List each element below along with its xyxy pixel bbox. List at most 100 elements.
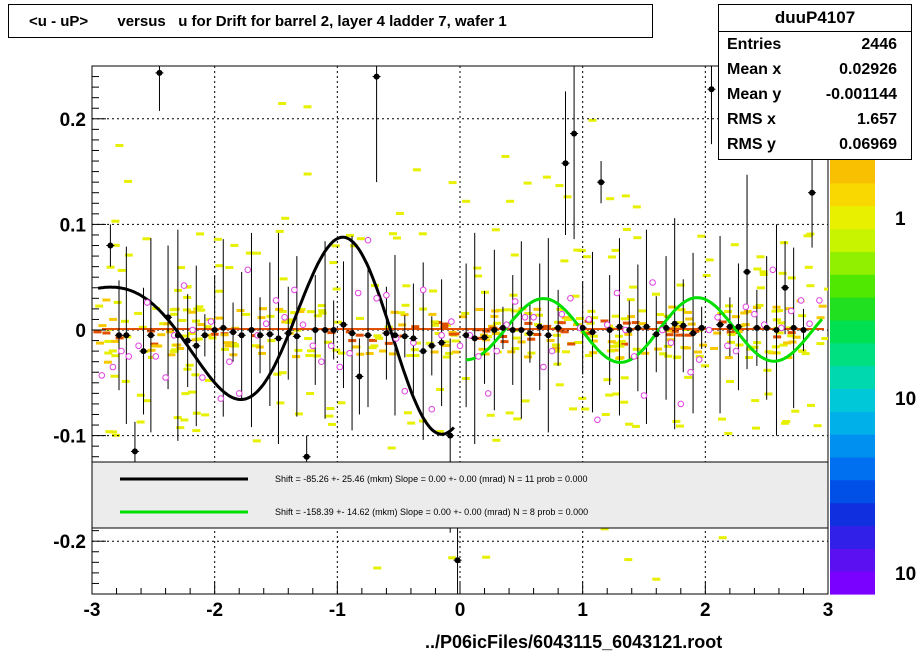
- mean-point: [165, 314, 172, 321]
- hist-cell: [505, 411, 514, 415]
- hist-cell: [279, 277, 288, 281]
- hist-cell: [102, 331, 111, 335]
- hist-cell: [782, 420, 791, 423]
- profile-point: [677, 400, 685, 408]
- hist-cell: [356, 316, 364, 320]
- hist-cell: [397, 311, 406, 315]
- fit-legend: Shift = -85.26 +- 25.46 (mkm) Slope = 0.…: [91, 461, 829, 529]
- hist-cell: [275, 229, 284, 233]
- hist-cell: [307, 349, 315, 353]
- hist-cell: [804, 265, 813, 269]
- hist-cell: [589, 351, 598, 355]
- hist-cell: [451, 350, 460, 354]
- hist-cell: [724, 356, 733, 360]
- mean-point: [589, 329, 596, 336]
- hist-cell: [159, 322, 168, 326]
- hist-cell: [93, 330, 102, 334]
- hist-cell: [306, 310, 315, 314]
- hist-cell: [511, 309, 519, 313]
- hist-cell: [513, 417, 522, 421]
- hist-cell: [682, 346, 691, 350]
- hist-cell: [620, 342, 629, 346]
- colorbar-segment: [830, 548, 875, 572]
- hist-cell: [492, 438, 501, 442]
- hist-cell: [701, 364, 710, 368]
- mean-point: [356, 373, 363, 380]
- hist-cell: [313, 314, 322, 318]
- hist-cell: [543, 324, 552, 328]
- profile-point: [456, 342, 464, 350]
- profile-point: [336, 363, 344, 371]
- profile-point: [281, 314, 288, 321]
- x-tick-label: -2: [206, 600, 223, 621]
- hist-cell: [672, 419, 681, 423]
- hist-cell: [151, 344, 160, 348]
- hist-cell: [169, 308, 178, 312]
- hist-cell: [553, 333, 561, 337]
- hist-cell: [496, 308, 505, 312]
- mean-point: [471, 335, 478, 342]
- hist-cell: [230, 243, 239, 247]
- mean-point: [717, 321, 724, 328]
- hist-cell: [259, 307, 267, 311]
- hist-cell: [462, 199, 471, 203]
- mean-point: [156, 69, 163, 76]
- colorbar-label: 10: [895, 389, 916, 410]
- hist-cell: [718, 417, 726, 421]
- hist-cell: [535, 313, 543, 317]
- hist-cell: [418, 232, 427, 236]
- stats-key: Mean x: [727, 61, 782, 78]
- mean-point: [698, 324, 705, 331]
- mean-point: [230, 329, 237, 336]
- hist-cell: [759, 270, 768, 274]
- mean-point: [726, 323, 733, 330]
- x-tick-label: 0: [455, 600, 466, 621]
- hist-cell: [506, 199, 515, 203]
- hist-cell: [806, 284, 815, 288]
- hist-cell: [290, 311, 299, 315]
- mean-point: [481, 334, 488, 341]
- mean-point: [790, 324, 797, 331]
- hist-cell: [620, 400, 629, 404]
- stats-key: RMS y: [727, 136, 776, 153]
- profile-point: [354, 289, 362, 297]
- hist-cell: [632, 205, 641, 209]
- hist-cell: [631, 424, 640, 428]
- legend-text: Shift = -85.26 +- 25.46 (mkm) Slope = 0.…: [275, 474, 588, 484]
- mean-point: [680, 322, 687, 329]
- hist-cell: [109, 317, 118, 321]
- hist-cell: [284, 320, 293, 324]
- hist-cell: [552, 346, 561, 350]
- hist-cell: [571, 294, 580, 298]
- hist-cell: [196, 232, 205, 236]
- colorbar-label: 10: [895, 564, 916, 585]
- profile-point: [226, 358, 233, 366]
- stats-box: duuP4107 Entries 2446 Mean x 0.02926 Mea…: [718, 4, 912, 160]
- hist-cell: [792, 335, 801, 339]
- hist-cell: [412, 168, 421, 172]
- mean-point: [275, 335, 282, 342]
- color-scale: 1 10 10: [830, 160, 916, 595]
- hist-cell: [478, 347, 487, 351]
- colorbar-segment: [830, 319, 875, 344]
- hist-cell: [178, 318, 187, 322]
- colorbar-segment: [830, 502, 875, 526]
- hist-cell: [491, 309, 500, 313]
- mean-point: [735, 323, 742, 330]
- hist-cell: [459, 315, 467, 319]
- hist-cell: [775, 331, 784, 335]
- hist-cell: [215, 264, 224, 268]
- hist-cell: [600, 527, 609, 531]
- hist-cell: [294, 348, 303, 352]
- mean-point: [809, 189, 816, 196]
- hist-cell: [512, 336, 521, 340]
- hist-cell: [245, 251, 254, 255]
- hist-cell: [727, 333, 736, 336]
- hist-cell: [613, 341, 622, 345]
- hist-cell: [373, 566, 382, 570]
- hist-cell: [488, 324, 496, 328]
- x-tick-label: 2: [700, 600, 711, 621]
- profile-point: [207, 318, 215, 325]
- hist-cell: [117, 268, 126, 272]
- hist-cell: [303, 172, 312, 176]
